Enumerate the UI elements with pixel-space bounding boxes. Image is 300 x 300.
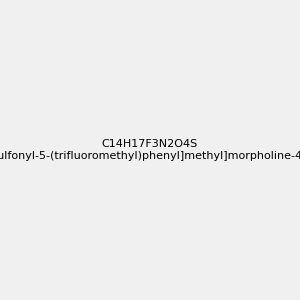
Text: C14H17F3N2O4S
N-[[3-methylsulfonyl-5-(trifluoromethyl)phenyl]methyl]morpholine-4: C14H17F3N2O4S N-[[3-methylsulfonyl-5-(tr… [0,139,300,161]
